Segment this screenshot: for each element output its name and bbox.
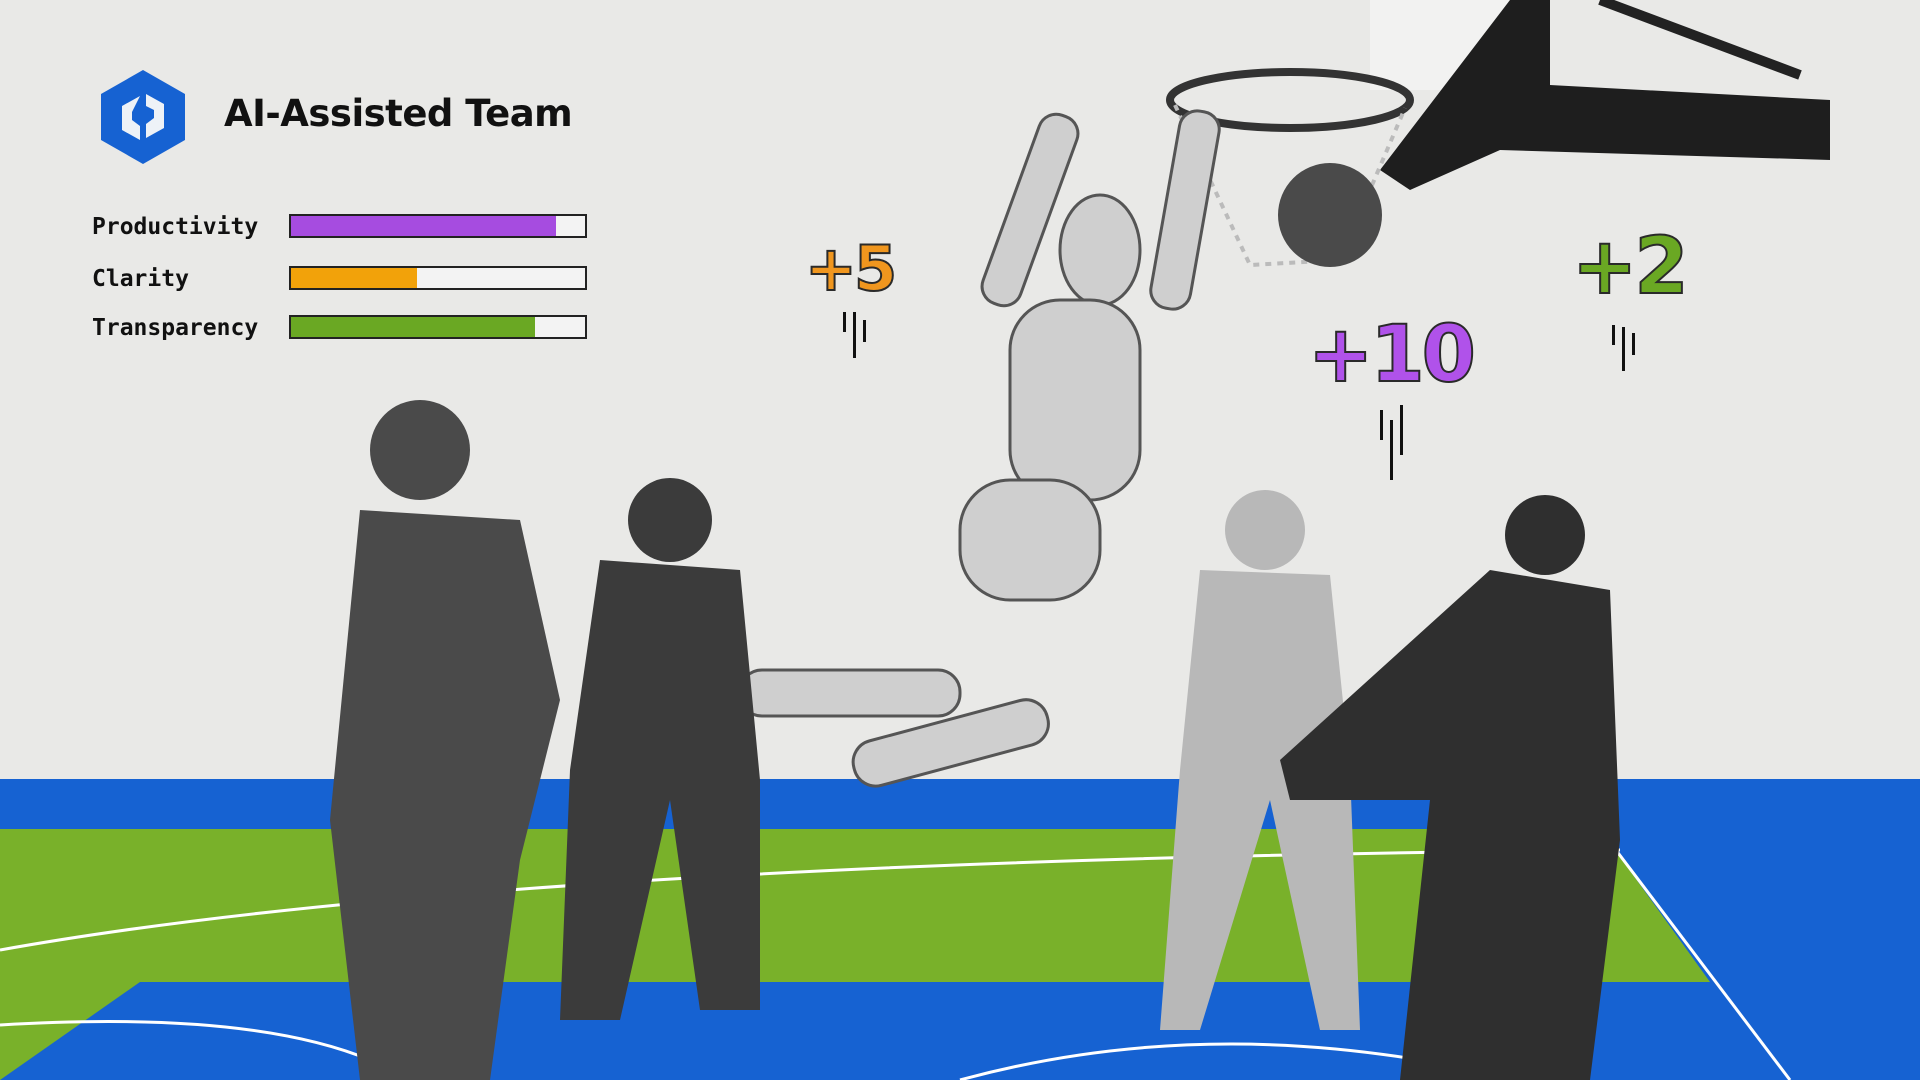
progress-fill (291, 268, 418, 288)
motion-lines (840, 312, 870, 362)
page-title: AI-Assisted Team (224, 92, 573, 135)
person-figure (560, 478, 760, 1020)
motion-lines (1612, 325, 1642, 375)
court-key-area (130, 982, 1790, 1080)
court-line (1598, 828, 1792, 1080)
progress-fill (291, 317, 536, 337)
court-line (959, 1042, 1421, 1080)
score-badge: +5 (804, 231, 898, 306)
basketball (1278, 163, 1382, 267)
person-figure (1160, 490, 1360, 1030)
hexagon-logo-icon (101, 70, 185, 164)
score-badge: +2 (1571, 221, 1690, 313)
progress-bar (289, 266, 587, 290)
motion-lines (1380, 405, 1410, 480)
court-line (0, 1020, 371, 1062)
person-figure (1280, 495, 1620, 1080)
backboard-arm (1380, 0, 1830, 190)
support-bar (1598, 0, 1802, 80)
metric-label: Clarity (92, 266, 189, 292)
progress-bar (289, 315, 587, 339)
hoop-net (1173, 104, 1407, 268)
progress-fill (291, 216, 556, 236)
metric-label: Transparency (92, 315, 259, 341)
robot-figure (738, 109, 1221, 788)
score-badge: +10 (1307, 309, 1477, 401)
progress-bar (289, 214, 587, 238)
hoop-rim (1166, 68, 1414, 132)
metric-label: Productivity (92, 214, 259, 240)
person-figure (330, 400, 560, 1080)
